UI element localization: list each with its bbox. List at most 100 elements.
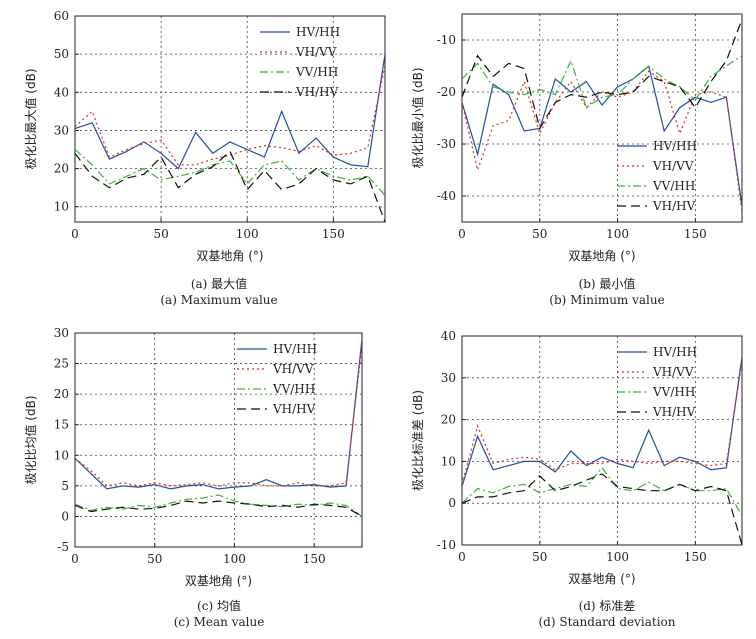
- panel-d-legend-label: HV/HH: [653, 345, 697, 359]
- caption-a: (a) 最大值 (a) Maximum value: [69, 276, 369, 308]
- panel-a-xtick-label: 0: [71, 227, 79, 241]
- panel-a-xtick-label: 50: [153, 227, 168, 241]
- panel-b-xtick-label: 0: [458, 227, 466, 241]
- panel-b-ylabel: 极化比最小值 (dB): [410, 67, 425, 168]
- panel-c-series-hv-hh: [75, 339, 362, 490]
- panel-c-xlabel: 双基地角 (°): [185, 574, 252, 588]
- panel-d-xtick-label: 100: [606, 550, 629, 564]
- panel-c-xtick-label: 50: [147, 552, 162, 566]
- panel-b-frame: [461, 13, 743, 223]
- panel-a-xlabel: 双基地角 (°): [196, 249, 263, 263]
- caption-c-en: (c) Mean value: [173, 615, 265, 629]
- panel-d-series-vh-vv: [462, 361, 742, 485]
- panel-c-ytick-label: -5: [57, 540, 69, 554]
- panel-b-ytick-label: -20: [437, 85, 456, 99]
- panel-b-legend-label: VH/HV: [652, 199, 696, 213]
- caption-c: (c) 均值 (c) Mean value: [69, 598, 369, 630]
- panel-b-legend: HV/HH VH/VV VV/HH VH/HV: [617, 139, 697, 213]
- panel-c-xtick-label: 100: [223, 552, 246, 566]
- panel-c-ytick-label: 10: [54, 448, 69, 462]
- panel-c-frame: [74, 332, 363, 548]
- panel-a-ylabel: 极化比最大值 (dB): [23, 68, 38, 169]
- caption-b: (b) 最小值 (b) Minimum value: [457, 276, 756, 308]
- caption-a-cn: (a) 最大值: [190, 277, 248, 291]
- panel-a-ytick-label: 60: [54, 9, 69, 23]
- panel-c-xtick-label: 0: [71, 552, 79, 566]
- panel-d-ytick-label: 10: [441, 454, 456, 468]
- panel-c-series-vh-vv: [75, 345, 362, 487]
- panel-c-ytick-label: 30: [54, 326, 69, 340]
- panel-a-ytick-label: 20: [54, 162, 69, 176]
- panel-d-xlabel: 双基地角 (°): [568, 572, 635, 586]
- panel-a-legend-label: VH/HV: [295, 85, 339, 99]
- panel-c-xtick-label: 150: [303, 552, 326, 566]
- panel-c-ytick-label: 20: [54, 387, 69, 401]
- caption-d-cn: (d) 标准差: [578, 599, 636, 613]
- panel-a-series-vh-vv: [75, 65, 385, 166]
- panel-c-series-vh-hv: [75, 500, 362, 517]
- panel-a-ytick-label: 40: [54, 85, 69, 99]
- panel-d-legend: HV/HH VH/VV VV/HH VH/HV: [617, 345, 697, 419]
- panel-a-series-vv-hh: [75, 149, 385, 196]
- caption-b-cn: (b) 最小值: [578, 277, 636, 291]
- caption-a-en: (a) Maximum value: [160, 293, 278, 307]
- panel-d-series-hv-hh: [462, 356, 742, 487]
- panel-a-xtick-label: 100: [236, 227, 259, 241]
- panel-d-series-vv-hh: [462, 466, 742, 516]
- panel-c-legend-label: HV/HH: [273, 342, 317, 356]
- panel-b-series-hv-hh: [462, 64, 742, 207]
- panel-d-ytick-label: 0: [448, 496, 456, 510]
- panel-c-legend-label: VV/HH: [272, 382, 315, 396]
- panel-b-legend-label: VH/VV: [652, 159, 694, 173]
- caption-b-en: (b) Minimum value: [549, 293, 665, 307]
- panel-d-ytick-label: 40: [441, 329, 456, 343]
- panel-d-legend-label: VV/HH: [652, 385, 695, 399]
- panel-c-legend-label: VH/HV: [272, 402, 316, 416]
- panel-a-legend-label: HV/HH: [296, 25, 340, 39]
- panel-d-series-vh-hv: [462, 473, 742, 545]
- panel-b-xtick-label: 100: [606, 227, 629, 241]
- panel-a-ytick-label: 10: [54, 200, 69, 214]
- panel-d-frame: [461, 335, 743, 546]
- panel-a-ytick-label: 50: [54, 47, 69, 61]
- panel-a-frame: [74, 15, 386, 223]
- panel-a-series-vh-hv: [75, 150, 385, 222]
- panel-a-legend-label: VV/HH: [295, 65, 338, 79]
- panel-b-xtick-label: 150: [684, 227, 707, 241]
- panel-d-ylabel: 极化比标准差 (dB): [411, 390, 425, 491]
- panel-b-legend-label: HV/HH: [653, 139, 697, 153]
- panel-c-ytick-label: 15: [54, 418, 69, 432]
- panel-d-xtick-label: 50: [532, 550, 547, 564]
- panel-b-xlabel: 双基地角 (°): [568, 249, 635, 263]
- panel-b-series-vh-hv: [462, 18, 742, 130]
- caption-d-en: (d) Standard deviation: [538, 615, 676, 629]
- panel-b-ytick-label: -10: [437, 33, 456, 47]
- panel-b-xtick-label: 50: [532, 227, 547, 241]
- panel-c-ytick-label: 5: [61, 479, 69, 493]
- panel-d-xtick-label: 0: [458, 550, 466, 564]
- panel-b-ytick-label: -30: [437, 137, 456, 151]
- panel-d-ytick-label: 20: [441, 413, 456, 427]
- panel-c-series-vv-hh: [75, 494, 362, 517]
- panel-a-legend-label: VH/VV: [295, 45, 337, 59]
- panel-d-xtick-label: 150: [684, 550, 707, 564]
- panel-d-legend-label: VH/VV: [652, 365, 694, 379]
- panel-c-legend-label: VH/VV: [272, 362, 314, 376]
- panel-a-legend: HV/HH VH/VV VV/HH VH/HV: [260, 25, 340, 99]
- panel-c-legend: HV/HH VH/VV VV/HH VH/HV: [237, 342, 317, 416]
- caption-d: (d) 标准差 (d) Standard deviation: [457, 598, 756, 630]
- panel-b-series-vv-hh: [462, 55, 742, 109]
- panel-d-ytick-label: 30: [441, 371, 456, 385]
- panel-d-legend-label: VH/HV: [652, 405, 696, 419]
- panel-b-legend-label: VV/HH: [652, 179, 695, 193]
- panel-a-ytick-label: 30: [54, 123, 69, 137]
- panel-c-ytick-label: 25: [54, 357, 69, 371]
- panel-a-xtick-label: 150: [322, 227, 345, 241]
- panel-d-ytick-label: -10: [437, 538, 456, 552]
- panel-a: 0 50 100 150 10 20 30 40 50 60 双基地角 (°) 极化比最大值 (dB)…: [23, 9, 386, 263]
- panel-b: 0 50 100 150 -40 -30 -20 -10 双基地角 (°) 极化比最小值 (dB)…: [410, 13, 743, 263]
- panel-a-series-hv-hh: [75, 54, 385, 170]
